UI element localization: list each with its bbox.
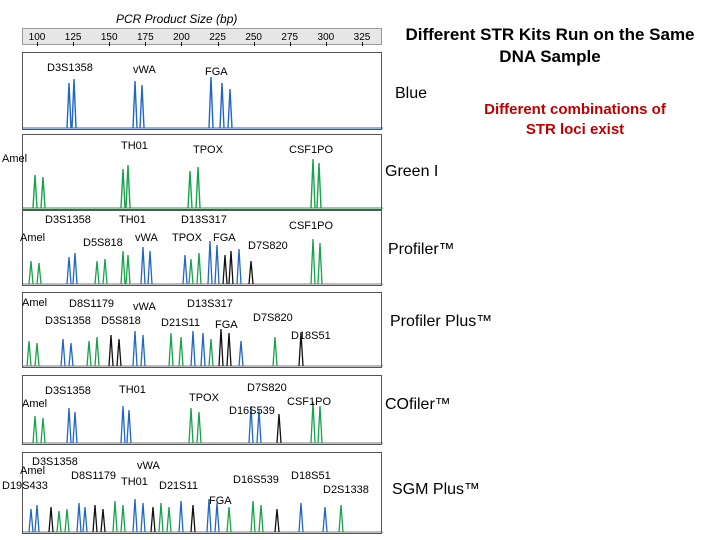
locus-label: D16S539	[229, 405, 275, 417]
locus-label: TH01	[119, 214, 146, 226]
panel-blue: D3S1358 vWA FGA	[22, 52, 383, 130]
locus-label-amel: Amel	[22, 398, 48, 410]
locus-label: TPOX	[189, 392, 219, 404]
locus-label: D21S11	[161, 317, 200, 329]
locus-label: vWA	[133, 301, 156, 313]
axis-tick-mark	[289, 42, 291, 46]
axis-tick-label: 325	[353, 32, 371, 43]
locus-label: TH01	[121, 476, 148, 488]
locus-label: D18S51	[291, 330, 331, 342]
locus-label: CSF1PO	[289, 220, 334, 232]
panel-cofiler: D3S1358 TH01 TPOX D7S820 CSF1PO D16S539	[22, 375, 383, 445]
locus-label: FGA	[209, 495, 232, 507]
kit-label-profiler-plus: Profiler Plus™	[390, 313, 493, 330]
locus-label: D8S1179	[69, 298, 115, 310]
locus-label: D8S1179	[71, 470, 117, 482]
locus-label: D3S1358	[47, 62, 93, 74]
locus-label: FGA	[215, 319, 238, 331]
panel-sgm-plus: vWA D8S1179 TH01 D21S11 D16S539 D18S51 D…	[22, 452, 383, 534]
locus-label: FGA	[213, 232, 236, 244]
locus-label: TPOX	[193, 144, 223, 156]
axis-title: PCR Product Size (bp)	[116, 12, 238, 26]
locus-label: D18S51	[291, 470, 331, 482]
panel-green-i: TH01 TPOX CSF1PO	[22, 134, 383, 210]
locus-label: D3S1358	[45, 315, 91, 327]
axis-tick-mark	[145, 42, 147, 46]
panel-profiler: D3S1358 TH01 D5S818 vWA D13S317 TPOX FGA…	[22, 210, 383, 286]
locus-label-amel: Amel	[22, 297, 48, 309]
locus-label: CSF1PO	[287, 396, 332, 408]
locus-label-amel: Amel	[20, 232, 46, 244]
axis-tick-label: 150	[100, 32, 118, 43]
locus-label-amel: Amel	[2, 153, 28, 165]
kit-label-blue: Blue	[395, 85, 428, 102]
panel-profiler-plus: D8S1179 vWA D13S317 D3S1358 D5S818 D21S1…	[22, 292, 383, 368]
locus-label: vWA	[133, 64, 156, 76]
axis-tick-label: 275	[281, 32, 299, 43]
axis-tick-mark	[217, 42, 219, 46]
locus-label: TH01	[121, 140, 148, 152]
electropherogram-cofiler	[23, 401, 383, 444]
locus-label: D5S818	[101, 315, 141, 327]
axis-tick-label: 175	[136, 32, 154, 43]
locus-label: vWA	[137, 460, 160, 472]
locus-label: D3S1358	[32, 456, 78, 468]
electropherogram-green-i	[23, 158, 383, 209]
main-title: Different STR Kits Run on the Same DNA S…	[405, 25, 695, 66]
locus-label: D3S1358	[45, 385, 91, 397]
kit-label-sgm-plus: SGM Plus™	[392, 481, 481, 498]
locus-label: D16S539	[233, 474, 279, 486]
locus-label: D3S1358	[45, 214, 91, 226]
locus-label: D7S820	[247, 382, 287, 394]
axis-tick-mark	[37, 42, 38, 46]
axis-tick-label: 125	[64, 32, 82, 43]
locus-label: D7S820	[248, 240, 288, 252]
locus-label: D7S820	[253, 312, 293, 324]
axis-tick-mark	[109, 42, 111, 46]
size-axis	[22, 28, 382, 45]
locus-label: D13S317	[187, 298, 233, 310]
locus-label: D2S1338	[323, 484, 369, 496]
axis-tick-label: 250	[245, 32, 262, 43]
electropherogram-blue	[23, 76, 383, 129]
axis-tick-mark	[325, 42, 327, 46]
axis-tick-mark	[181, 42, 183, 46]
locus-label: D5S818	[83, 237, 123, 249]
locus-label: D13S317	[181, 214, 227, 226]
electropherogram-sgm-plus	[23, 498, 383, 533]
kit-label-cofiler: COfiler™	[385, 396, 451, 413]
locus-label: D21S11	[159, 480, 198, 492]
axis-tick-label: 300	[317, 32, 335, 43]
axis-tick-label: 200	[173, 32, 190, 43]
kit-label-profiler: Profiler™	[388, 241, 455, 258]
locus-label: FGA	[205, 66, 228, 78]
locus-label: vWA	[135, 232, 158, 244]
axis-tick-label: 225	[209, 32, 226, 43]
axis-tick-label: 100	[28, 32, 46, 43]
kit-label-green-i: Green I	[385, 163, 439, 180]
electropherogram-profiler-plus	[23, 328, 383, 367]
locus-label: TPOX	[172, 232, 202, 244]
locus-label: D19S433	[2, 480, 48, 492]
subtitle: Different combinations of STR loci exist	[484, 101, 666, 138]
axis-tick-mark	[362, 42, 363, 46]
axis-tick-mark	[253, 42, 255, 46]
electropherogram-profiler	[23, 238, 383, 285]
locus-label: TH01	[119, 384, 146, 396]
axis-tick-mark	[73, 42, 75, 46]
locus-label: CSF1PO	[289, 144, 334, 156]
locus-label-amel: Amel	[20, 465, 46, 477]
